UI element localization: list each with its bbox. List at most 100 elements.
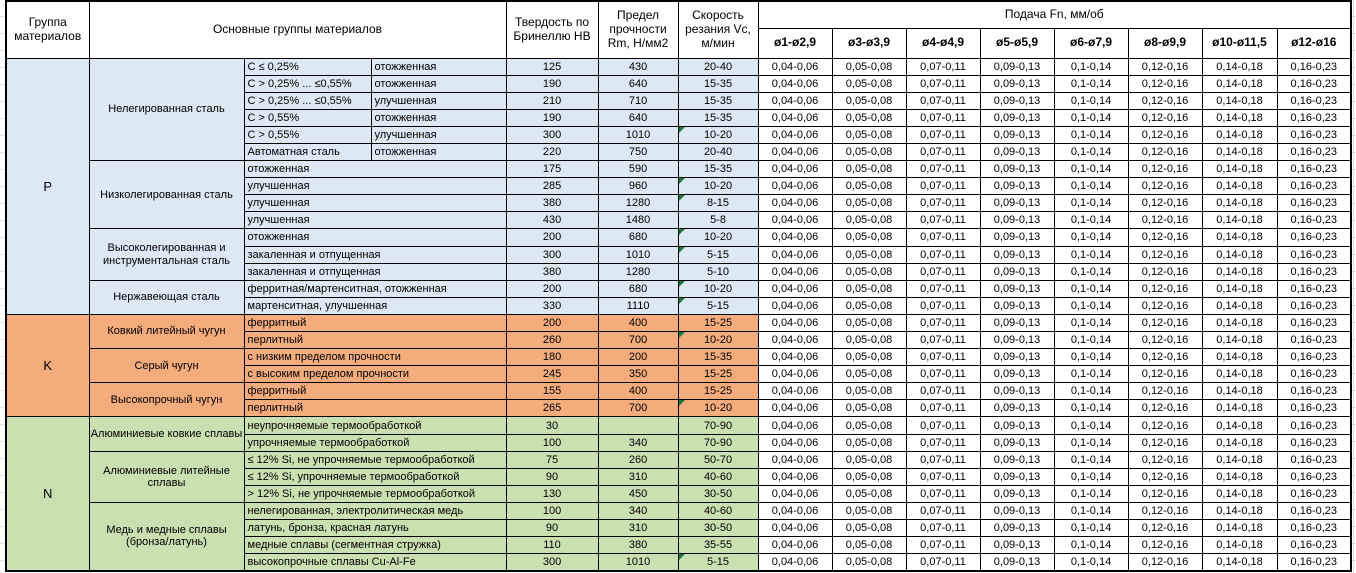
feed-cell: 0,12-0,16	[1127, 125, 1203, 144]
feed-cell: 0,09-0,13	[979, 553, 1055, 572]
feed-cell: 0,07-0,11	[905, 160, 981, 179]
hb-cell: 175	[505, 160, 599, 179]
feed-cell: 0,16-0,23	[1276, 433, 1352, 452]
hb-cell: 130	[505, 484, 599, 503]
rm-cell: 1010	[597, 553, 679, 572]
feed-cell: 0,12-0,16	[1127, 142, 1203, 162]
table-row: закаленная и отпущенная 300 1010 5-15 0,04-0…	[6, 245, 1352, 264]
feed-cell: 0,12-0,16	[1127, 519, 1203, 538]
feed-cell: 0,16-0,23	[1276, 228, 1352, 247]
feed-cell: 0,14-0,18	[1201, 142, 1278, 162]
rm-cell: 750	[597, 142, 679, 162]
rm-cell: 340	[597, 501, 679, 521]
feed-cell: 0,05-0,08	[831, 433, 907, 452]
material-cell: C > 0,55%	[243, 125, 372, 144]
header-diameter-range-2: ø3-ø3,9	[831, 27, 907, 59]
material-cell: перлитный	[243, 399, 507, 418]
material-cell: с низким пределом прочности	[243, 348, 507, 367]
material-cell: отожженная	[243, 228, 507, 247]
hb-cell: 125	[505, 57, 599, 76]
table-row: P Нелегированная сталь C ≤ 0,25% отожженная…	[5, 57, 1352, 315]
material-cell: C ≤ 0,25%	[243, 57, 372, 76]
rm-cell: 1480	[597, 211, 679, 230]
table-row: Низколегированная сталь отожженная 175 590 1…	[6, 160, 1352, 230]
feed-cell: 0,07-0,11	[905, 553, 981, 572]
feed-cell: 0,16-0,23	[1276, 142, 1352, 162]
vc-cell: 15-35	[677, 160, 759, 179]
hb-cell: 90	[505, 467, 599, 486]
feed-cell: 0,07-0,11	[905, 433, 981, 452]
hb-cell: 75	[505, 450, 599, 469]
feed-cell: 0,09-0,13	[979, 467, 1055, 486]
feed-cell: 0,05-0,08	[831, 467, 907, 486]
hb-cell: 220	[505, 142, 599, 162]
vc-cell: 15-35	[677, 348, 759, 367]
vc-cell-with-comment-marker: 10-20	[677, 228, 759, 247]
feed-cell: 0,16-0,23	[1276, 211, 1352, 230]
table-row: закаленная и отпущенная 380 1280 5-10 0,04-0…	[6, 262, 1352, 281]
header-diameter-range-4: ø5-ø5,9	[979, 27, 1055, 59]
rm-cell: 710	[597, 91, 679, 110]
feed-cell: 0,07-0,11	[905, 177, 981, 196]
material-cell: ≤ 12% Si, упрочняемые термообработкой	[243, 467, 507, 486]
table-body: P Нелегированная сталь C ≤ 0,25% отожженная…	[5, 57, 1352, 572]
vc-cell-with-comment-marker: 10-20	[677, 399, 759, 418]
rm-cell: 700	[597, 399, 679, 418]
rm-cell: 1010	[597, 125, 679, 144]
feed-cell: 0,14-0,18	[1201, 553, 1278, 572]
feed-cell: 0,14-0,18	[1201, 91, 1278, 110]
material-cell: улучшенная	[243, 194, 507, 213]
table-row: Нержавеющая сталь ферритная/мартенситная,…	[6, 279, 1352, 315]
feed-cell: 0,16-0,23	[1276, 399, 1352, 418]
feed-cell: 0,07-0,11	[905, 194, 981, 213]
feed-cell: 0,09-0,13	[979, 501, 1055, 521]
material-group-cell: Серый чугун	[88, 348, 245, 384]
feed-cell: 0,1-0,14	[1053, 348, 1129, 367]
feed-cell: 0,12-0,16	[1127, 433, 1203, 452]
feed-cell: 0,12-0,16	[1127, 91, 1203, 110]
hb-cell: 155	[505, 382, 599, 401]
feed-cell: 0,12-0,16	[1127, 74, 1203, 93]
feed-cell: 0,1-0,14	[1053, 245, 1129, 264]
table-row: медные сплавы (сегментная стружка) 110 380…	[6, 536, 1352, 555]
feed-cell: 0,05-0,08	[831, 125, 907, 144]
feed-cell: 0,05-0,08	[831, 245, 907, 264]
feed-cell: 0,14-0,18	[1201, 365, 1278, 384]
vc-cell: 5-10	[677, 262, 759, 281]
feed-cell: 0,1-0,14	[1053, 536, 1129, 555]
feed-cell: 0,16-0,23	[1276, 484, 1352, 503]
table-row: C > 0,55% отожженная 190 640 15-35 0,04-0,06 0…	[6, 108, 1352, 127]
table-row: перлитный 260 700 10-20 0,04-0,06 0,05-0,08 0,…	[6, 330, 1352, 350]
vc-cell-with-comment-marker: 5-15	[677, 296, 759, 315]
vc-cell-with-comment-marker: 10-20	[677, 330, 759, 350]
feed-cell: 0,07-0,11	[905, 245, 981, 264]
feed-cell: 0,1-0,14	[1053, 194, 1129, 213]
vc-cell: 50-70	[677, 450, 759, 469]
rm-cell: 260	[597, 450, 679, 469]
vc-cell-with-comment-marker: 10-20	[677, 279, 759, 298]
rm-cell: 1010	[597, 245, 679, 264]
feed-cell: 0,04-0,06	[757, 296, 833, 315]
feed-cell: 0,09-0,13	[979, 245, 1055, 264]
table-row: K Ковкий литейный чугун ферритный 200 400 15-…	[5, 313, 1352, 418]
feed-cell: 0,16-0,23	[1276, 74, 1352, 93]
feed-cell: 0,05-0,08	[831, 553, 907, 572]
rm-cell: 430	[597, 57, 679, 76]
table-row: C > 0,25% ... ≤0,55% отожженная 190 640 15-3…	[6, 74, 1352, 93]
feed-cell: 0,12-0,16	[1127, 57, 1203, 76]
material-cell: ферритный	[243, 382, 507, 401]
vc-cell-with-comment-marker: 10-20	[677, 177, 759, 196]
rm-cell: 350	[597, 365, 679, 384]
feed-cell: 0,1-0,14	[1053, 519, 1129, 538]
feed-cell: 0,05-0,08	[831, 484, 907, 503]
feed-cell: 0,16-0,23	[1276, 108, 1352, 127]
vc-cell: 40-60	[677, 467, 759, 486]
feed-cell: 0,05-0,08	[831, 108, 907, 127]
feed-cell: 0,14-0,18	[1201, 108, 1278, 127]
header-diameter-range-1: ø1-ø2,9	[757, 27, 833, 59]
feed-cell: 0,12-0,16	[1127, 484, 1203, 503]
material-group-cell: Ковкий литейный чугун	[88, 313, 245, 350]
treatment-cell: улучшенная	[370, 91, 507, 110]
feed-cell: 0,05-0,08	[831, 262, 907, 281]
